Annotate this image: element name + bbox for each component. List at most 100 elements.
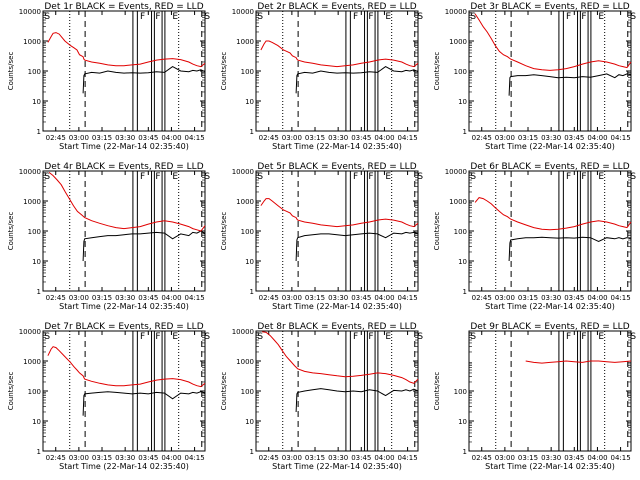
x-tick-label: 03:15 (518, 454, 538, 462)
x-tick-label: 02:45 (46, 294, 66, 302)
y-tick-label: 1000 (449, 38, 467, 46)
x-axis-label: Start Time (22-Mar-14 02:35:40) (59, 302, 189, 311)
panel-title: Det 8r BLACK = Events, RED = LLD (257, 322, 416, 332)
y-tick-label: 10 (458, 258, 467, 266)
x-axis-label: Start Time (22-Mar-14 02:35:40) (485, 302, 615, 311)
y-tick-label: 1000 (236, 358, 254, 366)
y-tick-label: 10000 (19, 168, 41, 176)
flag-label: S (470, 12, 476, 22)
y-tick-label: 10000 (232, 168, 254, 176)
lld-series-line (260, 198, 419, 228)
flag-label: F (368, 12, 373, 22)
x-tick-label: 02:45 (472, 294, 492, 302)
plot-frame (468, 10, 632, 132)
plot-frame (42, 170, 206, 292)
detector-panel: Det 3r BLACK = Events, RED = LLD Counts/s… (433, 2, 636, 151)
lld-series-line (474, 13, 632, 71)
y-tick-label: 100 (241, 228, 254, 236)
flag-label: S (417, 12, 423, 22)
y-tick-label: 10000 (445, 8, 467, 16)
x-tick-label: 03:45 (564, 454, 584, 462)
flag-label: S (470, 172, 476, 182)
x-tick-label: 03:15 (518, 294, 538, 302)
flag-label: F (140, 172, 145, 182)
events-series-line (82, 391, 206, 416)
y-axis-label: Counts/sec (433, 372, 441, 411)
lld-series-line (525, 360, 632, 364)
y-tick-label: 10 (32, 98, 41, 106)
detector-panel: Det 2r BLACK = Events, RED = LLD Counts/s… (220, 2, 423, 151)
y-tick-label: 1 (37, 448, 41, 456)
flag-label: E (598, 12, 604, 22)
x-axis-label: Start Time (22-Mar-14 02:35:40) (272, 142, 402, 151)
x-tick-label: 03:00 (495, 294, 515, 302)
flag-label: E (172, 12, 178, 22)
flag-label: S (630, 12, 636, 22)
flag-label: F (581, 172, 586, 182)
lld-series-line (47, 346, 206, 388)
x-tick-label: 02:45 (46, 454, 66, 462)
y-tick-label: 100 (28, 68, 41, 76)
x-axis-label: Start Time (22-Mar-14 02:35:40) (485, 462, 615, 471)
x-tick-label: 03:30 (328, 294, 348, 302)
x-tick-label: 03:45 (138, 294, 158, 302)
x-tick-label: 02:45 (472, 454, 492, 462)
flag-label: F (155, 172, 160, 182)
events-series-line (295, 66, 419, 94)
lld-series-line (260, 40, 419, 68)
flag-label: S (257, 12, 263, 22)
y-tick-label: 1000 (23, 198, 41, 206)
flag-label: F (581, 332, 586, 342)
y-tick-label: 1000 (236, 38, 254, 46)
flag-label: E (385, 12, 391, 22)
flag-label: F (140, 12, 145, 22)
panel-title: Det 4r BLACK = Events, RED = LLD (44, 162, 203, 172)
x-tick-label: 04:15 (610, 454, 630, 462)
lld-series-line (262, 331, 419, 384)
y-tick-label: 10000 (232, 328, 254, 336)
x-tick-label: 04:15 (610, 134, 630, 142)
flag-label: S (630, 332, 636, 342)
y-tick-label: 1 (37, 288, 41, 296)
x-tick-label: 03:00 (282, 134, 302, 142)
y-tick-label: 100 (28, 388, 41, 396)
x-tick-label: 03:00 (69, 134, 89, 142)
y-tick-label: 10 (458, 98, 467, 106)
panel-title: Det 9r BLACK = Events, RED = LLD (470, 322, 629, 332)
x-tick-label: 03:00 (69, 454, 89, 462)
x-tick-label: 04:00 (374, 134, 394, 142)
flag-label: S (630, 172, 636, 182)
y-axis-label: Counts/sec (7, 52, 15, 91)
flag-label: F (353, 172, 358, 182)
events-series-line (295, 231, 419, 262)
x-tick-label: 03:15 (92, 294, 112, 302)
lld-series-line (474, 197, 632, 231)
x-tick-label: 03:15 (92, 134, 112, 142)
x-tick-label: 03:45 (351, 134, 371, 142)
y-tick-label: 10 (32, 418, 41, 426)
x-axis-label: Start Time (22-Mar-14 02:35:40) (59, 142, 189, 151)
panel-title: Det 7r BLACK = Events, RED = LLD (44, 322, 203, 332)
flag-label: E (172, 332, 178, 342)
x-tick-label: 03:00 (69, 294, 89, 302)
flag-label: S (417, 332, 423, 342)
plot-frame (255, 170, 419, 292)
x-tick-label: 04:15 (397, 294, 417, 302)
x-tick-label: 02:45 (259, 294, 279, 302)
y-tick-label: 10000 (19, 8, 41, 16)
x-tick-label: 04:00 (587, 134, 607, 142)
y-tick-label: 1 (250, 448, 254, 456)
flag-label: E (385, 332, 391, 342)
x-tick-label: 03:30 (328, 454, 348, 462)
y-tick-label: 100 (454, 388, 467, 396)
flag-label: E (598, 172, 604, 182)
flag-label: F (566, 332, 571, 342)
x-tick-label: 03:45 (564, 134, 584, 142)
x-tick-label: 03:00 (495, 134, 515, 142)
panel-title: Det 3r BLACK = Events, RED = LLD (470, 2, 629, 12)
x-tick-label: 03:15 (92, 454, 112, 462)
panel-title: Det 5r BLACK = Events, RED = LLD (257, 162, 416, 172)
flag-label: F (140, 332, 145, 342)
y-tick-label: 10000 (19, 328, 41, 336)
